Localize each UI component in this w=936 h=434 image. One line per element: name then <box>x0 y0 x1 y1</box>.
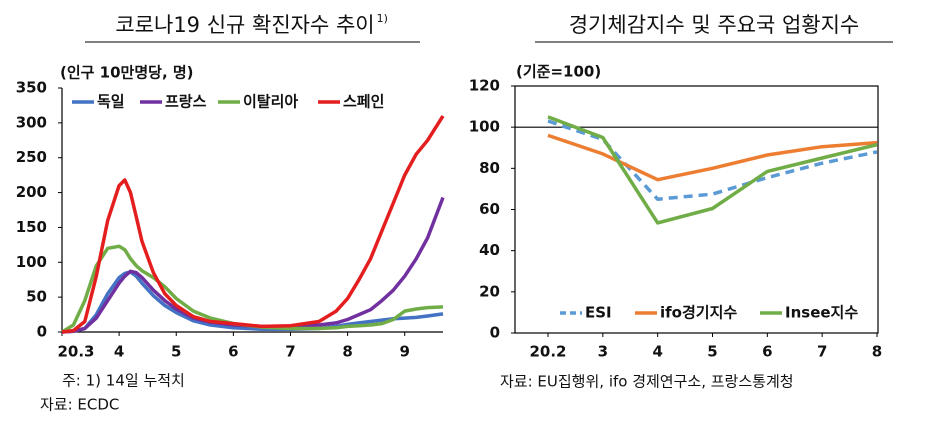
line-series <box>61 114 445 334</box>
legend-label: 프랑스 <box>165 93 207 111</box>
chart-title: 코로나19 신규 확진자수 추이 <box>115 13 374 37</box>
title-note: 1) <box>377 12 388 25</box>
legend-label: ifo경기지수 <box>660 304 737 322</box>
x-tick-label: 3 <box>598 343 608 361</box>
legend-label: 이탈리아 <box>243 93 298 111</box>
y-tick-label: 300 <box>16 113 47 131</box>
source: 자료: EU집행위, ifo 경제연구소, 프랑스통계청 <box>500 373 794 391</box>
line-series <box>547 133 878 182</box>
y-tick-label: 100 <box>16 253 47 271</box>
y-tick-label: 150 <box>16 218 47 236</box>
y-tick-label: 200 <box>16 183 47 201</box>
y-tick-label: 50 <box>26 288 47 306</box>
y-tick-label: 80 <box>479 159 500 177</box>
x-tick-label: 8 <box>342 343 352 361</box>
line-series <box>61 244 444 334</box>
y-tick-label: 0 <box>490 324 500 342</box>
x-tick-label: 5 <box>171 343 181 361</box>
plot-frame <box>514 85 879 334</box>
y-tick-label: 20 <box>479 282 500 300</box>
unit-label: (인구 10만명당, 명) <box>60 64 194 82</box>
x-tick-label: 6 <box>762 343 772 361</box>
y-tick-label: 120 <box>469 77 500 95</box>
y-tick-label: 0 <box>37 323 47 341</box>
legend-label: Insee지수 <box>785 304 858 322</box>
unit-label: (기준=100) <box>516 63 601 81</box>
x-tick-label: 7 <box>285 343 295 361</box>
legend-label: 스페인 <box>343 93 384 111</box>
source: 자료: ECDC <box>40 396 119 414</box>
x-tick-label: 8 <box>872 343 882 361</box>
line-series <box>61 270 444 334</box>
y-tick-label: 350 <box>16 79 47 97</box>
x-tick-label: 5 <box>707 343 717 361</box>
legend-label: ESI <box>585 304 612 322</box>
line-series <box>547 115 878 225</box>
legend-label: 독일 <box>97 93 125 111</box>
x-tick-label: 20.3 <box>57 343 94 361</box>
y-tick-label: 60 <box>479 200 500 218</box>
y-tick-label: 100 <box>469 118 500 136</box>
y-tick-label: 250 <box>16 148 47 166</box>
y-tick-label: 40 <box>479 241 500 259</box>
x-tick-label: 6 <box>228 343 238 361</box>
line-series <box>547 119 878 201</box>
x-tick-label: 20.2 <box>529 343 566 361</box>
note: 주: 1) 14일 누적치 <box>62 372 185 390</box>
x-tick-label: 4 <box>652 343 662 361</box>
x-tick-label: 4 <box>114 343 124 361</box>
chart-title: 경기체감지수 및 주요국 업황지수 <box>569 13 860 37</box>
x-tick-label: 9 <box>400 343 410 361</box>
x-tick-label: 7 <box>817 343 827 361</box>
